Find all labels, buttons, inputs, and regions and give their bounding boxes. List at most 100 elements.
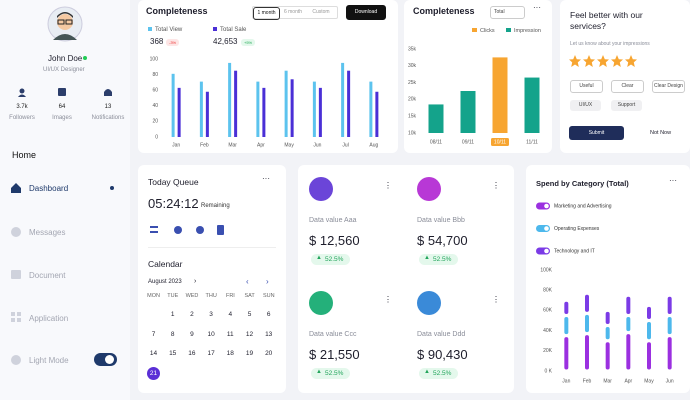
stat-value: $ 54,700 — [417, 233, 468, 248]
feedback-title: Feel better with our services? — [570, 10, 643, 31]
calendar-day[interactable]: 17 — [207, 350, 215, 357]
up-arrow: ▲ — [316, 369, 322, 375]
feedback-card: Feel better with our services? Let us kn… — [560, 0, 690, 153]
calendar-day[interactable]: 21 — [147, 366, 160, 380]
stats-card: ⋮ Data value Aaa $ 12,560 52.5% ▲ ⋮ Data value… — [298, 165, 514, 393]
divider — [148, 247, 276, 248]
stats-grid: ⋮ Data value Aaa $ 12,560 52.5% ▲ ⋮ Data value… — [298, 165, 514, 393]
card-title: Completeness — [146, 6, 208, 16]
nav-icons — [11, 183, 21, 365]
stat-icon — [417, 177, 441, 201]
up-arrow: ▲ — [316, 255, 322, 261]
calendar-day[interactable]: 19 — [245, 350, 254, 357]
calendar-day[interactable]: 6 — [266, 311, 271, 318]
avatar — [47, 6, 83, 42]
calendar-day[interactable]: 11 — [226, 330, 234, 338]
more-menu[interactable]: ⋮ — [492, 181, 500, 190]
filter-dropdown[interactable]: Total — [490, 6, 525, 19]
stat-value: 3.7k — [16, 104, 28, 110]
calendar-day[interactable]: 7 — [151, 330, 156, 338]
calendar-day[interactable]: 8 — [170, 330, 175, 338]
active-dot — [110, 186, 114, 190]
weekday: MON — [147, 293, 161, 299]
nav-heading: Home — [12, 150, 37, 160]
next-button[interactable]: › — [266, 277, 269, 286]
user-name: John Doe — [48, 54, 83, 63]
stat-icon — [309, 291, 333, 315]
tab[interactable]: 1 month — [253, 7, 280, 20]
queue-card: Today Queue ··· 05:24:12 Remaining Calen… — [138, 165, 286, 393]
option[interactable]: Support — [611, 100, 642, 111]
card-title: Spend by Category (Total) — [536, 179, 629, 188]
stat-label: Data value Bbb — [417, 217, 465, 224]
stat-label: Data value Aaa — [309, 217, 357, 224]
tab[interactable]: 6 month — [283, 9, 303, 15]
sidebar: John Doe UI/UX Designer 3.7k Followers 6… — [0, 0, 130, 400]
submit-button[interactable]: Submit — [569, 126, 624, 140]
toggle-knob — [105, 355, 114, 364]
stat-change: 52.5% ▲ — [311, 254, 351, 265]
calendar-day[interactable]: 4 — [228, 311, 233, 318]
stat-icon — [309, 177, 333, 201]
calendar-grid: MON TUE WED THU FRI SAT SUN 1 2 3 4 5 6 7 8 9 10 11 12 13 14… — [144, 293, 284, 388]
stat-value: $ 90,430 — [417, 347, 468, 362]
more-menu[interactable]: ··· — [533, 3, 541, 12]
prev-button[interactable]: ‹ — [246, 277, 249, 286]
stat-change: 52.5% ▲ — [311, 368, 351, 379]
weekday: THU — [205, 293, 217, 299]
calendar-day[interactable]: 14 — [149, 350, 158, 357]
weekday: FRI — [225, 293, 235, 299]
option[interactable]: Useful — [570, 80, 603, 93]
tabs — [252, 6, 338, 19]
tab[interactable]: Custom — [312, 9, 330, 15]
stat-icons — [18, 88, 112, 97]
dismiss-button[interactable]: Not Now — [650, 130, 672, 136]
more-menu[interactable]: ··· — [669, 176, 677, 185]
queue-title: Today Queue — [148, 177, 199, 187]
weekday: TUE — [167, 293, 179, 299]
calendar-month: August 2023 — [148, 279, 182, 285]
weekday: WED — [185, 293, 199, 299]
clicks-card: Completeness Total ··· — [404, 0, 552, 153]
nav-item[interactable]: Light Mode — [29, 356, 69, 365]
nav-item[interactable]: Dashboard — [29, 184, 69, 193]
calendar-day[interactable]: 10 — [207, 330, 215, 338]
more-menu[interactable]: ⋮ — [384, 295, 392, 304]
total-value: 368 — [150, 37, 164, 46]
more-menu[interactable]: ⋮ — [492, 295, 500, 304]
queue-icons — [150, 225, 224, 235]
nav-item[interactable]: Document — [29, 271, 66, 280]
calendar-day[interactable]: 9 — [190, 330, 194, 338]
rating-stars[interactable] — [569, 55, 639, 69]
total-value: 42,653 — [213, 37, 238, 46]
calendar-day[interactable]: 20 — [265, 350, 273, 357]
stat-value: $ 12,560 — [309, 233, 360, 248]
option[interactable]: Clear Design — [652, 80, 685, 93]
stat-value: 13 — [104, 104, 112, 110]
completeness-card: Completeness 1 month 6 month Custom Down… — [138, 0, 398, 153]
option[interactable]: Clear — [611, 80, 644, 93]
nav-item[interactable]: Messages — [29, 228, 66, 237]
calendar-day[interactable]: 1 — [170, 311, 175, 318]
calendar-day[interactable]: 5 — [247, 311, 252, 318]
more-menu[interactable]: ⋮ — [384, 181, 392, 190]
download-button[interactable]: Download — [346, 5, 386, 20]
calendar-day[interactable]: 3 — [209, 311, 213, 318]
mode-toggle[interactable] — [94, 353, 117, 366]
calendar-day[interactable]: 15 — [169, 350, 177, 357]
stat-label: Followers — [9, 115, 35, 121]
more-menu[interactable]: ··· — [262, 174, 270, 183]
month-next[interactable]: › — [194, 278, 197, 285]
calendar-day[interactable]: 16 — [188, 350, 196, 357]
calendar-day[interactable]: 12 — [245, 330, 254, 338]
option[interactable]: UI/UX — [570, 100, 601, 111]
total-badge: +5% — [241, 39, 256, 46]
queue-time: 05:24:12 — [148, 196, 199, 211]
nav-item[interactable]: Application — [29, 314, 69, 323]
user-role: UI/UX Designer — [43, 67, 85, 73]
stat-change: 52.5% ▲ — [419, 254, 459, 265]
calendar-day[interactable]: 13 — [265, 330, 273, 338]
calendar-day[interactable]: 18 — [226, 350, 234, 357]
calendar-day[interactable]: 2 — [190, 311, 194, 318]
